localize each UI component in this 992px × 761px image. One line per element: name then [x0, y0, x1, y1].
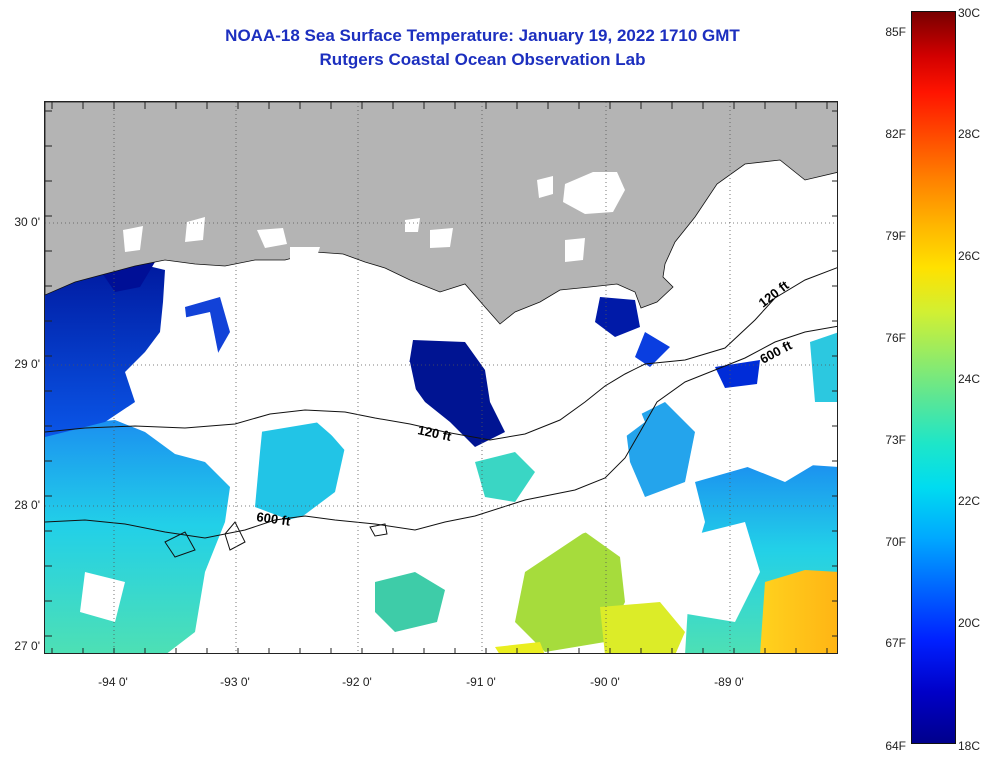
colorbar-label-85f: 85F — [885, 25, 906, 39]
contour-600ft — [45, 325, 837, 539]
bathymetry — [45, 267, 837, 558]
colorbar-label-64f: 64F — [885, 739, 906, 753]
sst-patch-atchafalaya-blue — [407, 340, 505, 447]
sst-patch-delta-blue — [595, 297, 640, 337]
lon-label-93: -93 0' — [220, 675, 250, 689]
cloud-south-central — [235, 502, 395, 627]
cloud-east — [735, 392, 835, 482]
sst-patch-bottom — [495, 642, 545, 653]
colorbar-label-28c: 28C — [958, 127, 981, 141]
lake-maurepas — [537, 176, 553, 198]
colorbar-label-73f: 73F — [885, 433, 906, 447]
lake-pontchartrain — [563, 172, 625, 214]
sst-patch-warm — [760, 570, 837, 653]
lake-misc3 — [565, 238, 585, 262]
land-louisiana — [45, 102, 837, 325]
sst-patch-mid-cyan — [475, 452, 535, 502]
contour-inset3 — [369, 523, 388, 537]
cloud-west-south — [80, 572, 125, 622]
colorbar-label-82f: 82F — [885, 127, 906, 141]
cloud-mask — [80, 312, 835, 627]
colorbar-label-22c: 22C — [958, 494, 981, 508]
contour-inset1 — [164, 531, 196, 558]
contour-120ft — [45, 267, 837, 441]
colorbar-label-67f: 67F — [885, 636, 906, 650]
map-title: NOAA-18 Sea Surface Temperature: January… — [225, 26, 740, 45]
lat-label-30: 30 0' — [14, 215, 40, 229]
cloud-central — [230, 362, 425, 482]
map-subtitle: Rutgers Coastal Ocean Observation Lab — [319, 50, 646, 69]
lake-misc2 — [430, 228, 453, 248]
lon-label-91: -91 0' — [466, 675, 496, 689]
cloud-mid — [505, 362, 645, 462]
sst-patch-east-blue — [715, 360, 760, 388]
cloud-southeast — [665, 522, 760, 622]
lake-white — [257, 228, 287, 248]
lat-label-27: 27 0' — [14, 639, 40, 653]
colorbar-label-26c: 26C — [958, 249, 981, 263]
colorbar-label-79f: 79F — [885, 229, 906, 243]
colorbar-label-20c: 20C — [958, 616, 981, 630]
contour-label-120ft-west: 120 ft — [416, 422, 453, 444]
lake-calcasieu — [123, 226, 143, 252]
sst-map: 120 ft 600 ft 120 ft 600 ft — [44, 101, 838, 654]
colorbar-label-70f: 70F — [885, 535, 906, 549]
lon-label-94: -94 0' — [98, 675, 128, 689]
map-ticks — [45, 102, 837, 653]
lon-label-92: -92 0' — [342, 675, 372, 689]
sst-patch-yellow — [600, 602, 685, 653]
lake-misc1 — [405, 218, 420, 232]
cloud-edge — [440, 517, 515, 572]
contour-label-600ft-west: 600 ft — [256, 509, 292, 529]
colorbar-label-30c: 30C — [958, 6, 981, 20]
lat-label-28: 28 0' — [14, 498, 40, 512]
sst-patch-south-green — [515, 532, 625, 652]
sst-patch-west — [45, 420, 230, 653]
temperature-colorbar — [911, 11, 956, 744]
cloud-west-central — [160, 312, 220, 392]
lake-sabine — [185, 217, 205, 242]
colorbar-label-24c: 24C — [958, 372, 981, 386]
sst-patch-west-blue — [45, 264, 165, 437]
sst-map-canvas: 120 ft 600 ft 120 ft 600 ft — [45, 102, 837, 653]
cloud-mid2 — [540, 462, 625, 542]
sst-patch-east-cyan — [625, 402, 695, 497]
land-lakes — [123, 172, 625, 262]
sst-patch-delta-blue2 — [635, 332, 670, 367]
sst-patch-east-edge — [810, 332, 837, 402]
colorbar-label-18c: 18C — [958, 739, 981, 753]
map-grid — [45, 102, 837, 653]
lon-label-90: -90 0' — [590, 675, 620, 689]
colorbar-label-76f: 76F — [885, 331, 906, 345]
lon-label-89: -89 0' — [714, 675, 744, 689]
lake-grand — [290, 247, 320, 262]
sst-patch-central-cyan — [255, 402, 345, 522]
lat-label-29: 29 0' — [14, 357, 40, 371]
sst-patch-south-teal — [375, 572, 445, 632]
contour-inset2 — [224, 521, 246, 551]
contour-label-120ft-east: 120 ft — [756, 277, 793, 310]
